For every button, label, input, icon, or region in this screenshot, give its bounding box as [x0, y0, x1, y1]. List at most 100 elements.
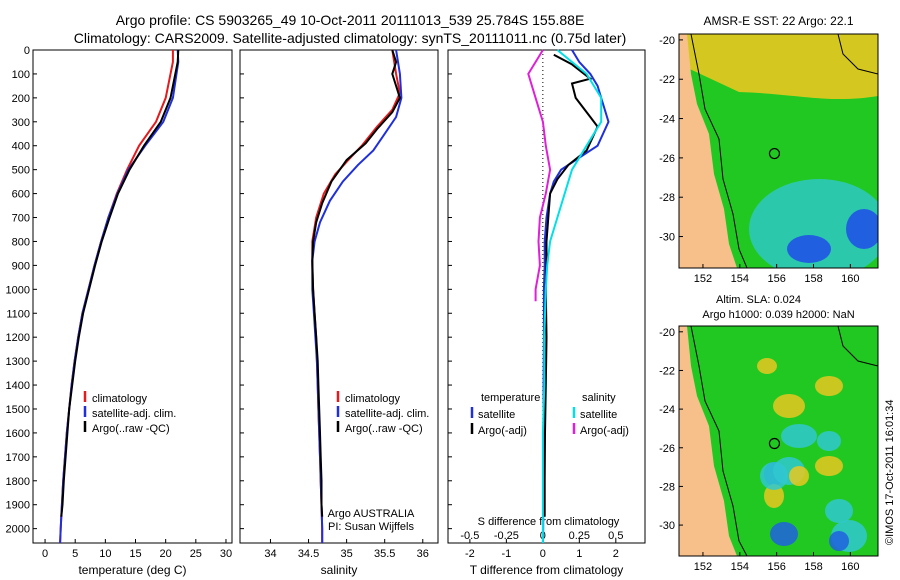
- sst-cold-patch-1: [787, 235, 831, 263]
- lon-tick-label: 160: [841, 561, 859, 573]
- lon-tick-label: 156: [767, 273, 785, 285]
- lon-tick-label: 154: [731, 273, 749, 285]
- s-tick-label: -0.25: [494, 530, 519, 542]
- depth-tick-label: 1100: [6, 308, 30, 320]
- sla-blob: [760, 462, 788, 490]
- plot-title-line2: Climatology: CARS2009. Satellite-adjuste…: [73, 30, 627, 46]
- map-content: [679, 34, 878, 268]
- x-tick-label: 35: [340, 548, 352, 560]
- x-tick-label: 0: [42, 548, 48, 560]
- lat-tick-label: -30: [659, 232, 675, 244]
- legend-header-temperature: temperature: [481, 392, 540, 404]
- depth-tick-label: 1900: [6, 500, 30, 512]
- legend-entry: Argo(..raw -QC): [92, 423, 170, 435]
- x-tick-label: 35.5: [374, 548, 395, 560]
- map-sla-title: Altim. SLA: 0.024: [716, 294, 801, 306]
- depth-tick-label: 1600: [6, 428, 30, 440]
- map-depth-contour: [690, 326, 748, 556]
- depth-tick-label: 1300: [6, 356, 30, 368]
- depth-tick-label: 1800: [6, 476, 30, 488]
- lat-tick-label: -28: [659, 192, 675, 204]
- sla-blob: [764, 484, 784, 508]
- x-tick-label: 30: [220, 548, 232, 560]
- x-tick-label: 0: [540, 548, 546, 560]
- sst-cold-patch-2: [846, 209, 878, 249]
- lon-tick-label: 152: [694, 561, 712, 573]
- map-sst: [678, 33, 879, 269]
- lat-tick-label: -24: [659, 114, 675, 126]
- panel-frame-temperature: [32, 49, 233, 544]
- series-salinity-2: [311, 49, 401, 517]
- depth-tick-label: 1200: [6, 332, 30, 344]
- map-land: [679, 326, 737, 556]
- s-tick-label: 0.5: [608, 530, 623, 542]
- sla-blob: [773, 394, 805, 418]
- depth-tick-label: 1700: [6, 452, 30, 464]
- argo-location-marker: [768, 437, 781, 450]
- depth-tick-label: 1500: [6, 404, 30, 416]
- lon-tick-label: 158: [804, 273, 822, 285]
- depth-tick-label: 700: [12, 213, 30, 225]
- lat-tick-label: -20: [659, 327, 675, 339]
- x-tick-label: 15: [129, 548, 141, 560]
- legend-entry: Argo(-adj): [580, 425, 629, 437]
- x-tick-label: 34.5: [298, 548, 319, 560]
- depth-tick-label: 2000: [6, 524, 30, 536]
- x-tick-label: 2: [613, 548, 619, 560]
- depth-tick-label: 900: [12, 260, 30, 272]
- lat-tick-label: -26: [659, 153, 675, 165]
- map-reef-contour: [837, 34, 878, 75]
- lat-tick-label: -20: [659, 35, 675, 47]
- depth-tick-label: 1000: [6, 284, 30, 296]
- series-temperature-2: [60, 49, 180, 517]
- s-tick-label: 0.25: [569, 530, 590, 542]
- sla-blob: [815, 456, 843, 476]
- legend-entry: climatology: [92, 393, 148, 405]
- sla-blob: [757, 358, 777, 374]
- sla-blob: [781, 424, 817, 448]
- lon-tick-label: 160: [841, 273, 859, 285]
- x-tick-label: 25: [190, 548, 202, 560]
- x-tick-label: 36: [417, 548, 429, 560]
- depth-tick-label: 400: [12, 141, 30, 153]
- legend-entry: satellite: [580, 409, 617, 421]
- legend-entry: satellite-adj. clim.: [345, 408, 429, 420]
- lon-tick-label: 156: [767, 561, 785, 573]
- x-axis-label: salinity: [321, 563, 358, 577]
- sla-blob: [825, 499, 853, 523]
- argo-annotation: Argo AUSTRALIA: [328, 508, 415, 520]
- lat-tick-label: -28: [659, 481, 675, 493]
- panel-frame-salinity: [239, 49, 439, 544]
- map-sst-title: AMSR-E SST: 22 Argo: 22.1: [703, 14, 853, 28]
- sla-blob: [829, 531, 849, 551]
- map-reef-contour: [837, 326, 878, 367]
- lon-tick-label: 152: [694, 273, 712, 285]
- plot-title-line1: Argo profile: CS 5903265_49 10-Oct-2011 …: [115, 12, 585, 28]
- lat-tick-label: -24: [659, 404, 675, 416]
- map-sla: [678, 325, 879, 557]
- x-tick-label: 10: [99, 548, 111, 560]
- legend-entry: satellite: [478, 409, 515, 421]
- depth-tick-label: 1400: [6, 380, 30, 392]
- sla-blob: [815, 376, 843, 396]
- map-land: [679, 34, 737, 268]
- map-frame: [678, 325, 879, 557]
- depth-tick-label: 600: [12, 189, 30, 201]
- x-tick-label: -1: [501, 548, 511, 560]
- x-tick-label: 1: [576, 548, 582, 560]
- x-tick-label: 34: [264, 548, 276, 560]
- legend-entry: Argo(..raw -QC): [345, 423, 423, 435]
- depth-tick-label: 500: [12, 165, 30, 177]
- map-depth-contour: [690, 34, 748, 268]
- lat-tick-label: -22: [659, 74, 675, 86]
- sst-cool-patch: [749, 179, 878, 268]
- legend-entry: Argo(-adj): [478, 425, 527, 437]
- x-tick-label: 5: [72, 548, 78, 560]
- legend-entry: climatology: [345, 393, 401, 405]
- series-difference-2: [541, 49, 603, 543]
- argo-location-marker: [768, 147, 781, 160]
- lat-tick-label: -26: [659, 443, 675, 455]
- sst-warm-patch: [679, 34, 878, 100]
- s-tick-label: -0.5: [460, 530, 479, 542]
